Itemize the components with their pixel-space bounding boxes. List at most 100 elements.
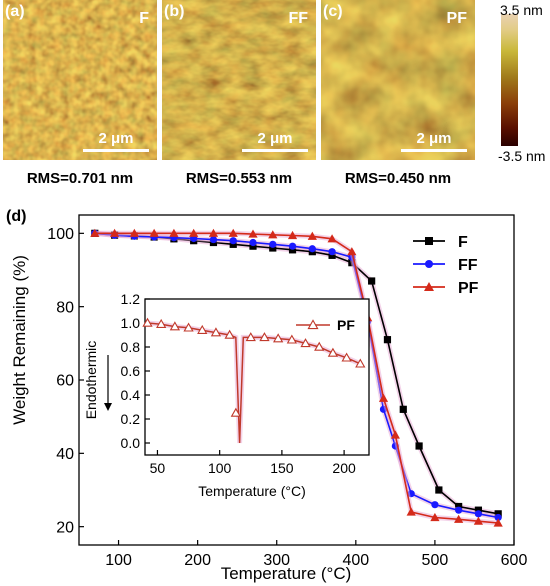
data-point-F bbox=[494, 510, 502, 518]
inset-data-point-PF bbox=[314, 341, 325, 351]
endothermic-arrow-icon bbox=[104, 403, 112, 411]
data-point-FF bbox=[288, 242, 297, 250]
data-point-F bbox=[383, 336, 392, 344]
inset-y-tick-label: 1.0 bbox=[121, 315, 141, 331]
legend-marker-F bbox=[425, 237, 433, 245]
afm-panel-b: (b) FF 2 μm bbox=[162, 0, 316, 160]
scale-bar-label-a: 2 μm bbox=[98, 130, 134, 147]
main-x-tick-label: 100 bbox=[105, 552, 132, 569]
data-point-PF bbox=[390, 430, 400, 439]
inset-data-point-PF bbox=[245, 332, 256, 342]
data-point-PF bbox=[473, 516, 484, 525]
inset-x-tick-label: 100 bbox=[208, 460, 232, 476]
legend-marker-PF bbox=[424, 282, 434, 291]
inset-data-point-PF bbox=[142, 317, 153, 327]
data-point-F bbox=[288, 246, 297, 254]
data-point-PF bbox=[208, 228, 219, 237]
afm-image-c bbox=[321, 0, 475, 160]
afm-panel-a: (a) F 2 μm bbox=[3, 0, 157, 160]
data-point-PF bbox=[129, 228, 139, 237]
data-point-F bbox=[435, 486, 443, 494]
data-point-F bbox=[328, 251, 336, 259]
data-point-PF bbox=[493, 518, 503, 527]
main-x-axis-label: Temperature (°C) bbox=[221, 564, 352, 583]
inset-y-tick-label: 0.6 bbox=[121, 363, 141, 379]
data-point-PF bbox=[228, 228, 238, 237]
scale-bar-label-b: 2 μm bbox=[257, 130, 293, 147]
legend-marker-FF bbox=[425, 260, 433, 268]
inset-legend: PF bbox=[296, 317, 355, 333]
data-point-FF bbox=[328, 248, 336, 256]
inset-data-point-PF bbox=[273, 333, 284, 343]
data-point-F bbox=[415, 442, 423, 450]
panel-label-a: (a) bbox=[5, 3, 25, 20]
series-line-PF bbox=[94, 232, 499, 524]
inset-data-point-PF bbox=[183, 322, 194, 332]
data-point-FF bbox=[229, 237, 237, 245]
rms-label-a: RMS=0.701 nm bbox=[26, 170, 134, 187]
main-x-tick-label: 400 bbox=[342, 552, 369, 569]
inset-data-point-PF bbox=[210, 327, 222, 337]
panel-label-b: (b) bbox=[164, 3, 185, 20]
scale-bar-b: 2 μm bbox=[242, 130, 308, 152]
inset-x-axis-label: Temperature (°C) bbox=[198, 483, 306, 499]
inset-y-tick-label: 0.4 bbox=[121, 387, 141, 403]
data-point-PF bbox=[347, 247, 357, 256]
main-y-tick-label: 80 bbox=[56, 299, 74, 316]
data-point-PF bbox=[327, 234, 337, 243]
inset-data-point-PF bbox=[224, 329, 235, 339]
data-point-FF bbox=[249, 238, 257, 247]
data-point-FF bbox=[209, 235, 218, 244]
inset-data-point-PF bbox=[300, 338, 311, 348]
scale-bar-a: 2 μm bbox=[83, 130, 149, 152]
afm-panel-c: (c) PF 2 μm bbox=[321, 0, 475, 160]
data-point-F bbox=[399, 405, 407, 413]
data-point-F bbox=[249, 242, 257, 250]
inset-plot-frame bbox=[144, 298, 370, 456]
afm-image-a bbox=[3, 0, 157, 160]
inset-y-tick-label: 1.2 bbox=[121, 291, 141, 307]
data-point-PF bbox=[287, 230, 298, 240]
inset-data-point-PF bbox=[169, 321, 181, 331]
inset-y-tick-label: 0.0 bbox=[121, 435, 141, 451]
inset-data-point-PF bbox=[341, 352, 352, 362]
main-x-tick-label: 600 bbox=[501, 552, 528, 569]
main-y-tick-label: 60 bbox=[56, 373, 74, 390]
height-colorbar bbox=[501, 14, 518, 146]
data-point-F bbox=[455, 502, 463, 511]
data-point-FF bbox=[308, 245, 316, 253]
inset-y-axis-label: Endothermic bbox=[83, 341, 99, 420]
tga-chart: (d) 100 200 300 400 500 600 20 40 60 80 100 Temper… bbox=[6, 208, 528, 583]
colorbar-top-label: 3.5 nm bbox=[500, 2, 543, 18]
main-y-tick-label: 100 bbox=[47, 226, 74, 243]
data-point-FF bbox=[269, 240, 277, 248]
inset-x-tick-label: 50 bbox=[150, 460, 166, 476]
data-point-PF bbox=[430, 512, 440, 522]
inset-data-point-PF bbox=[230, 407, 241, 417]
inset-data-point-PF bbox=[156, 318, 167, 328]
afm-image-b bbox=[162, 0, 316, 160]
main-y-axis-label: Weight Remaining (%) bbox=[10, 255, 29, 425]
data-point-FF bbox=[455, 506, 463, 514]
data-point-PF bbox=[169, 228, 179, 237]
data-point-PF bbox=[248, 229, 258, 238]
data-point-PF bbox=[189, 228, 199, 237]
data-point-FF bbox=[431, 501, 439, 509]
data-point-PF bbox=[149, 228, 159, 237]
main-y-tick-label: 20 bbox=[56, 519, 74, 536]
data-point-PF bbox=[454, 514, 464, 523]
data-point-PF bbox=[109, 228, 120, 237]
inset-legend-marker bbox=[307, 319, 319, 330]
inset-data-point-PF bbox=[259, 332, 270, 342]
data-point-PF bbox=[307, 231, 317, 240]
main-x-tick-label: 200 bbox=[184, 552, 211, 569]
inset-x-tick-label: 150 bbox=[270, 460, 294, 476]
main-y-tick-label: 40 bbox=[56, 446, 74, 463]
inset-y-tick-label: 0.2 bbox=[121, 411, 141, 427]
scale-bar-label-c: 2 μm bbox=[416, 130, 452, 147]
sample-label-c: PF bbox=[446, 10, 467, 27]
data-point-PF bbox=[90, 228, 100, 237]
data-point-F bbox=[474, 506, 483, 514]
series-line-FF bbox=[94, 232, 499, 519]
